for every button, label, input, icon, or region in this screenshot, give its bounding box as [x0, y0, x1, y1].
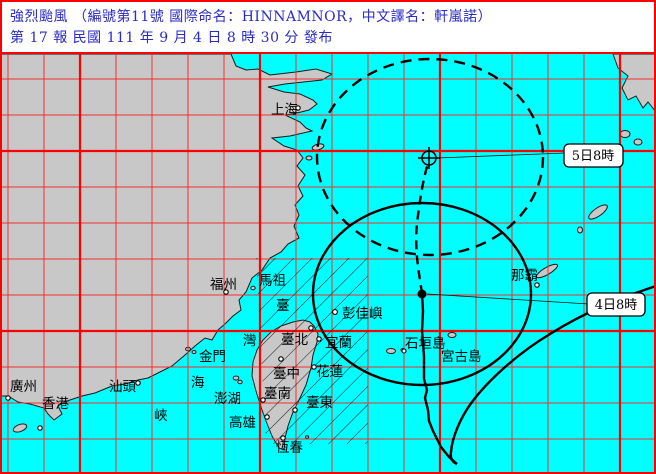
- miyako-island: [447, 332, 457, 338]
- label-kinmen: 金門: [199, 349, 226, 365]
- label-hengchun: 恆春: [276, 440, 303, 456]
- label-kaohsiung: 高雄: [229, 414, 256, 431]
- label-fuzhou: 福州: [210, 277, 237, 293]
- current-position-icon: [417, 289, 427, 299]
- label-pengjiayu: 彭佳嶼: [342, 306, 383, 322]
- label-hongkong: 香港: [42, 396, 69, 412]
- label-hualien: 花蓮: [316, 364, 343, 380]
- sea-warning-area: [256, 258, 368, 444]
- taichung-dot: [278, 356, 284, 362]
- current-time-callout: 4日8時: [586, 292, 646, 317]
- china-coastline: [0, 54, 334, 421]
- amami-island: [588, 204, 608, 220]
- ishigaki-dot: [401, 348, 407, 354]
- city-labels: 上海 福州 馬祖 金門 汕頭 廣州 香港 澎湖 臺北 宜蘭 彭佳嶼 臺中 花蓮 …: [10, 102, 538, 456]
- forecast-time-text: 5日8時: [572, 149, 615, 164]
- strait-char-4: 峽: [154, 408, 168, 424]
- label-tainan: 臺南: [264, 386, 291, 402]
- forecast-time-callout: 5日8時: [563, 143, 624, 168]
- label-matsu: 馬祖: [259, 273, 286, 289]
- tainan-dot: [260, 397, 266, 403]
- label-taipei: 臺北: [281, 332, 308, 348]
- label-shantou: 汕頭: [109, 379, 136, 395]
- matsu-islet: [250, 285, 256, 291]
- strait-char-2: 灣: [243, 333, 257, 349]
- yilan-dot: [316, 336, 322, 342]
- kyushu-land: [612, 54, 656, 113]
- strait-label: 臺 灣 海 峽: [154, 298, 290, 424]
- pengjiayu-dot: [332, 309, 338, 315]
- label-taitung: 臺東: [306, 395, 333, 411]
- lantau-islet: [12, 423, 28, 433]
- shantou-dot: [135, 380, 141, 386]
- label-penghu: 澎湖: [214, 391, 241, 407]
- label-naha: 那霸: [511, 268, 538, 284]
- guangzhou-dot: [5, 395, 11, 401]
- current-wind-circle: [311, 201, 533, 387]
- label-guangzhou: 廣州: [10, 378, 37, 395]
- islands-group: [12, 130, 643, 439]
- label-taichung: 臺中: [273, 366, 300, 382]
- label-ishigaki: 石垣島: [405, 336, 446, 352]
- penghu-islands: [232, 375, 240, 381]
- shanghai-dot: [295, 105, 301, 111]
- strait-char-1: 臺: [276, 298, 290, 314]
- naha-dot: [534, 282, 540, 288]
- fuzhou-dot: [223, 289, 229, 295]
- hengchun-dot: [280, 435, 286, 441]
- typhoon-title: 強烈颱風 （編號第11號 國際命名：HINNAMNOR，中文譯名：軒嵐諾）: [10, 9, 493, 25]
- current-time-text: 4日8時: [595, 298, 638, 313]
- ishigaki-island: [386, 348, 396, 354]
- taitung-dot: [292, 407, 298, 413]
- forecast-callout-line: [436, 152, 567, 159]
- bulletin-issue-info: 第 17 報 民國 111 年 9 月 4 日 8 時 30 分 發布: [10, 30, 333, 46]
- label-yilan: 宜蘭: [325, 335, 352, 351]
- current-callout-line: [426, 293, 590, 305]
- forecast-position-icon: [418, 147, 440, 169]
- bulletin-header: 強烈颱風 （編號第11號 國際命名：HINNAMNOR，中文譯名：軒嵐諾） 第 …: [2, 2, 654, 54]
- hualien-dot: [311, 364, 317, 370]
- strait-char-3: 海: [191, 375, 205, 391]
- forecast-circle: [315, 57, 545, 257]
- taipei-dot: [308, 325, 314, 331]
- city-dots: [5, 105, 540, 441]
- past-track-north: [420, 293, 458, 465]
- okinawa-island: [535, 263, 559, 279]
- label-miyako: 宮古島: [441, 349, 482, 365]
- kaohsiung-dot: [264, 414, 270, 420]
- label-shanghai: 上海: [271, 102, 298, 118]
- hongkong-dot: [37, 425, 43, 431]
